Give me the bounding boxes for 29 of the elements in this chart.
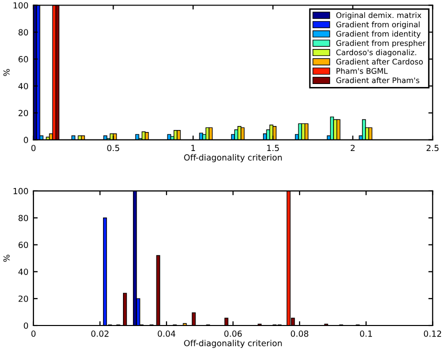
x-tick-label: 0.12 <box>424 330 442 337</box>
y-tick-label: 100 <box>14 188 28 194</box>
x-tick-label: 0 <box>31 144 36 152</box>
x-tick-label: 1.5 <box>267 144 279 152</box>
x-tick-label: 0.06 <box>224 330 242 337</box>
y-tick-label: 80 <box>18 214 28 222</box>
y-tick-label: 60 <box>18 242 28 248</box>
x-tick-label: 0.1 <box>360 330 372 337</box>
y-tick-label: 40 <box>18 268 28 275</box>
x-axis-title: Off-diagonality criterion <box>184 340 282 348</box>
x-tick-label: 2.5 <box>426 144 439 152</box>
x-axis-title: Off-diagonality criterion <box>184 154 282 162</box>
y-tick-label: 40 <box>18 82 28 90</box>
y-tick-label: 20 <box>18 110 28 116</box>
y-axis-title: % <box>3 69 10 76</box>
y-tick-label: 80 <box>18 29 28 36</box>
x-tick-label: 2 <box>350 144 355 151</box>
x-tick-label: 0.5 <box>107 144 120 152</box>
y-tick-label: 100 <box>14 2 28 9</box>
y-tick-label: 20 <box>18 296 28 302</box>
x-tick-label: 1 <box>191 144 195 151</box>
x-tick-label: 0.02 <box>91 330 108 337</box>
x-tick-label: 0.04 <box>158 330 176 337</box>
y-tick-label: 0 <box>24 322 28 329</box>
y-axis-title: % <box>3 254 10 262</box>
y-tick-label: 0 <box>24 136 28 144</box>
x-tick-label: 0 <box>31 330 36 337</box>
y-tick-label: 60 <box>18 56 28 62</box>
x-tick-label: 0.08 <box>290 330 308 337</box>
